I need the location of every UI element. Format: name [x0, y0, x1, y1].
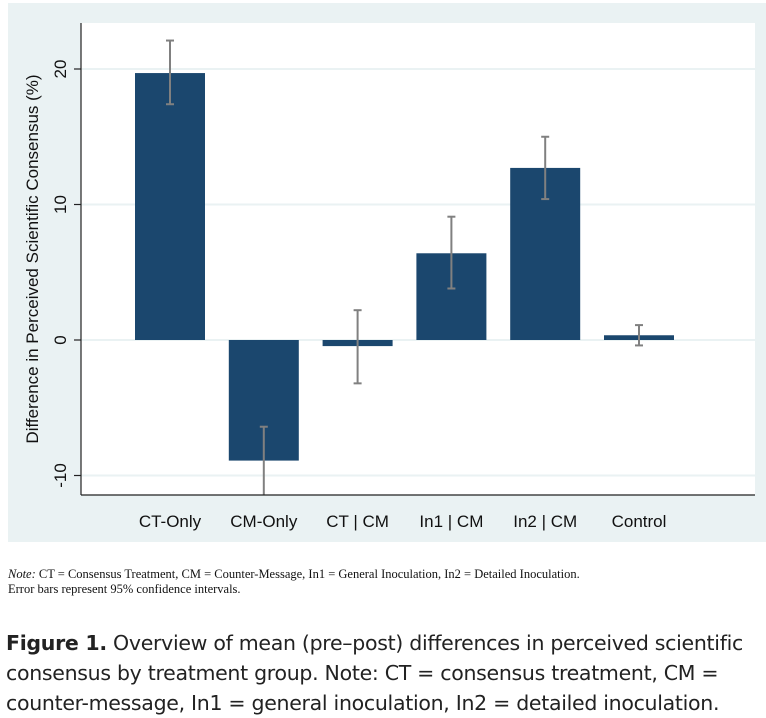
caption-label: Figure 1.	[6, 631, 107, 655]
x-tick-label: In2 | CM	[513, 512, 577, 531]
x-tick-label: CT | CM	[326, 512, 389, 531]
bar-chart: -10 0 10 20 CT-Only CM-Only CT | CM In1 | CM In…	[23, 23, 755, 531]
figure-note: Note: CT = Consensus Treatment, CM = Cou…	[8, 567, 758, 597]
error-bar	[541, 135, 550, 201]
note-line-1: Note: CT = Consensus Treatment, CM = Cou…	[8, 567, 758, 582]
caption-line-2: consensus by treatment group. Note: CT =…	[6, 661, 719, 685]
error-bar	[447, 215, 456, 290]
figure-caption: Figure 1. Overview of mean (pre–post) di…	[6, 628, 766, 718]
note-line-2: Error bars represent 95% confidence inte…	[8, 582, 241, 596]
x-tick-label: CM-Only	[230, 512, 298, 531]
y-axis-title: Difference in Perceived Scientific Conse…	[23, 74, 42, 443]
caption-text-1: Overview of mean (pre–post) differences …	[106, 631, 743, 655]
y-tick-label: 0	[51, 335, 70, 344]
figure-panel: -10 0 10 20 CT-Only CM-Only CT | CM In1 | CM In…	[8, 3, 766, 542]
error-bars	[166, 39, 643, 495]
y-tick-label: -10	[51, 463, 70, 488]
note-label: Note:	[8, 567, 36, 581]
error-bar	[259, 425, 268, 495]
error-bar	[635, 324, 643, 347]
error-bar	[353, 309, 362, 385]
x-tick-label: In1 | CM	[419, 512, 483, 531]
y-tick-label: 20	[51, 60, 70, 79]
error-bar	[166, 39, 174, 106]
note-text-1: CT = Consensus Treatment, CM = Counter-M…	[35, 567, 580, 581]
bar-ct-only	[135, 73, 205, 340]
caption-line-1: Figure 1. Overview of mean (pre–post) di…	[6, 628, 766, 658]
y-tick-label: 10	[51, 195, 70, 214]
x-tick-label: Control	[612, 512, 667, 531]
y-ticks: -10 0 10 20	[51, 60, 81, 488]
x-tick-labels: CT-Only CM-Only CT | CM In1 | CM In2 | CM Con…	[139, 512, 667, 531]
x-tick-label: CT-Only	[139, 512, 202, 531]
